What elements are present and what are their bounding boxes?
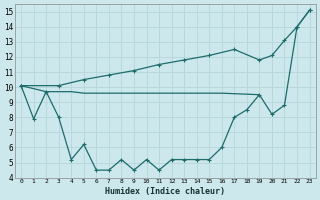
X-axis label: Humidex (Indice chaleur): Humidex (Indice chaleur)	[105, 187, 225, 196]
